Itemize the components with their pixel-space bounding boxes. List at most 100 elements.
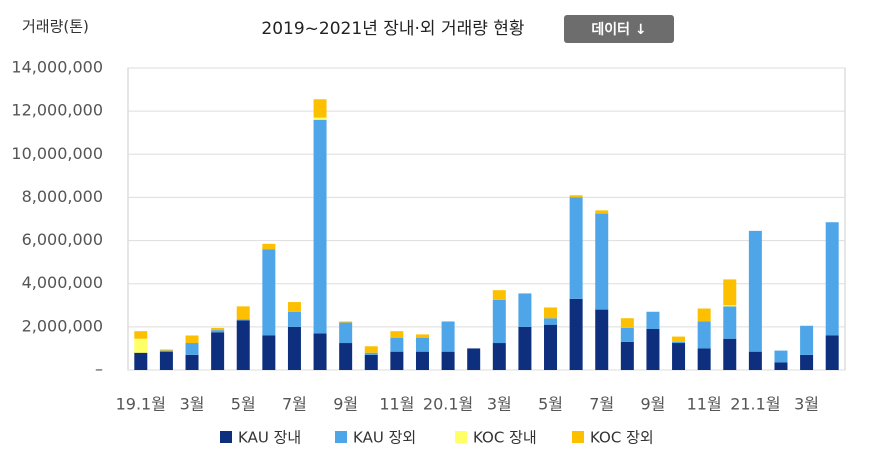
bar-segment xyxy=(774,350,788,363)
download-button[interactable]: 데이터 ↓ xyxy=(564,15,674,43)
x-tick-label: 5월 xyxy=(538,395,563,414)
legend-swatch xyxy=(572,431,584,443)
bar-segment xyxy=(185,354,199,370)
button-label[interactable]: 데이터 ↓ xyxy=(591,21,646,38)
x-tick-label: 19.1월 xyxy=(116,395,166,414)
bar-segment xyxy=(723,338,737,370)
bar-segment xyxy=(723,306,737,339)
bar-segment xyxy=(415,337,429,352)
x-tick-label: 11월 xyxy=(687,395,722,414)
legend-label: KAU 장내 xyxy=(238,429,301,447)
y-axis-label: 거래량(톤) xyxy=(22,18,89,36)
x-tick-label: 21.1월 xyxy=(730,395,780,414)
bar-segment xyxy=(646,329,660,370)
x-tick-label: 5월 xyxy=(231,395,256,414)
bar-segment xyxy=(825,222,839,336)
x-tick-label: 3월 xyxy=(180,395,205,414)
bar-segment xyxy=(134,338,148,353)
bar-segment xyxy=(467,348,481,370)
bar-segment xyxy=(544,324,558,370)
bar-segment xyxy=(364,346,378,353)
bar-segment xyxy=(492,343,506,370)
legend-label: KOC 장내 xyxy=(473,429,537,447)
bar-segment xyxy=(339,321,353,323)
bar-segment xyxy=(313,119,327,334)
bar-segment xyxy=(672,336,686,342)
bar-segment xyxy=(415,334,429,338)
bar-segment xyxy=(748,230,762,352)
button-bg[interactable] xyxy=(564,15,674,43)
bar-segment xyxy=(364,352,378,355)
bar-segment xyxy=(595,309,609,370)
bar-segment xyxy=(262,249,276,336)
bar-segment xyxy=(159,350,173,352)
x-tick-label: 9월 xyxy=(333,395,358,414)
bar-segment xyxy=(544,318,558,325)
bar-segment xyxy=(390,331,404,338)
y-tick-label: 4,000,000 xyxy=(22,273,103,292)
y-tick-label: 10,000,000 xyxy=(11,144,103,163)
bar-segment xyxy=(313,117,327,120)
legend-label: KAU 장외 xyxy=(353,429,416,447)
bar-segment xyxy=(390,337,404,352)
bar-segment xyxy=(774,362,788,370)
bar-segment xyxy=(748,351,762,370)
bar-segment xyxy=(569,197,583,299)
bar-segment xyxy=(236,319,250,321)
bar-segment xyxy=(697,308,711,322)
bar-segment xyxy=(800,354,814,370)
bar-segment xyxy=(569,195,583,198)
bar-segment xyxy=(492,299,506,344)
bar-segment xyxy=(134,331,148,339)
bar-segment xyxy=(595,213,609,310)
y-tick-label: 6,000,000 xyxy=(22,230,103,249)
bar-segment xyxy=(262,335,276,370)
y-tick-label: 2,000,000 xyxy=(22,316,103,335)
bar-segment xyxy=(441,321,455,352)
bar-segment xyxy=(518,326,532,370)
plot-frame xyxy=(127,67,846,371)
bar-segment xyxy=(159,349,173,351)
bar-segment xyxy=(287,302,301,312)
bar-segment xyxy=(492,290,506,300)
y-tick-label: – xyxy=(95,360,103,379)
y-tick-label: 8,000,000 xyxy=(22,187,103,206)
x-tick-label: 7월 xyxy=(282,395,307,414)
bar-segment xyxy=(800,325,814,355)
y-tick-label: 12,000,000 xyxy=(11,101,103,120)
bar-segment xyxy=(646,311,660,330)
x-tick-label: 9월 xyxy=(640,395,665,414)
bar-segment xyxy=(262,243,276,250)
bar-segment xyxy=(723,305,737,307)
bar-segment xyxy=(339,343,353,370)
bar-segment xyxy=(236,320,250,370)
bar-segment xyxy=(620,327,634,342)
bar-segment xyxy=(313,333,327,370)
bar-segment xyxy=(159,351,173,370)
bar-segment xyxy=(185,335,199,344)
bar-segment xyxy=(672,343,686,370)
bar-segment xyxy=(185,343,199,355)
bar-segment xyxy=(287,311,301,327)
bar-segment xyxy=(287,326,301,370)
x-tick-label: 3월 xyxy=(487,395,512,414)
bar-segment xyxy=(134,352,148,370)
bar-segment xyxy=(620,318,634,328)
y-tick-label: 14,000,000 xyxy=(11,58,103,77)
x-tick-label: 11월 xyxy=(379,395,414,414)
bar-segment xyxy=(211,332,225,370)
bar-segment xyxy=(723,279,737,306)
bar-segment xyxy=(518,293,532,327)
x-tick-label: 20.1월 xyxy=(423,395,473,414)
x-tick-label: 7월 xyxy=(589,395,614,414)
legend-swatch xyxy=(455,431,467,443)
x-tick-label: 3월 xyxy=(794,395,819,414)
bar-segment xyxy=(697,321,711,349)
bar-segment xyxy=(441,351,455,370)
bar-segment xyxy=(364,354,378,370)
legend-swatch xyxy=(335,431,347,443)
chart-title: 2019~2021년 장내·외 거래량 현황 xyxy=(261,19,524,39)
legend-label: KOC 장외 xyxy=(590,429,654,447)
bar-segment xyxy=(339,322,353,344)
